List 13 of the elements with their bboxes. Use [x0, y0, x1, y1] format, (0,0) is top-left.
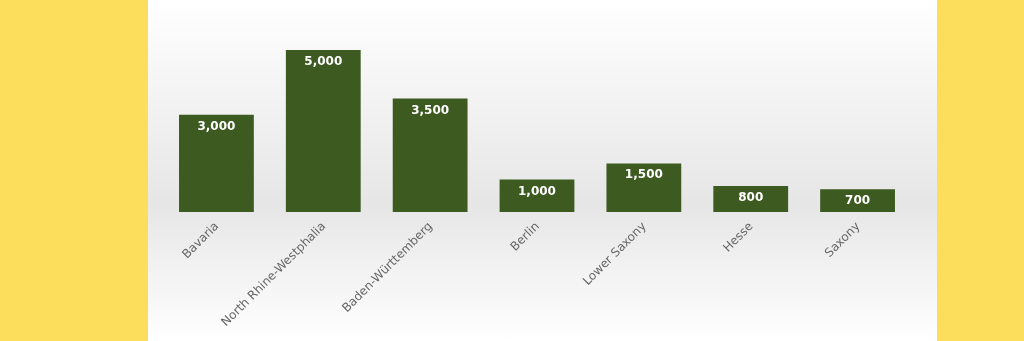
data-label: 1,000 — [518, 183, 556, 198]
data-label: 3,000 — [197, 118, 236, 133]
bar — [285, 50, 361, 212]
bar — [606, 163, 682, 212]
bar — [820, 189, 895, 212]
data-label: 3,500 — [411, 102, 450, 117]
data-label: 5,000 — [304, 54, 343, 68]
data-label: 700 — [845, 193, 871, 208]
bar — [713, 186, 789, 212]
bar — [179, 114, 254, 212]
bar — [392, 98, 468, 212]
data-label: 800 — [738, 190, 764, 205]
data-label: 1,500 — [624, 167, 663, 182]
